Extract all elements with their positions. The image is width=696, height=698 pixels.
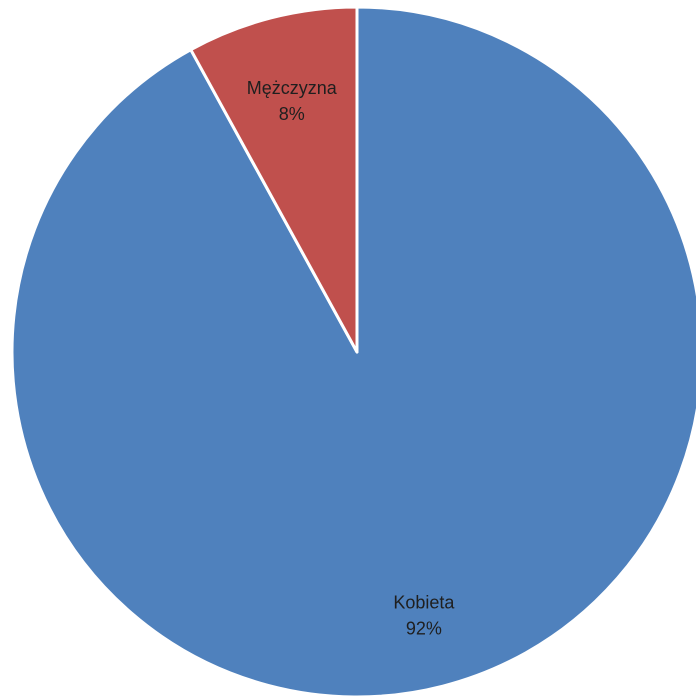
slice-label-kobieta: Kobieta — [393, 593, 455, 613]
slice-value-mezczyzna: 8% — [279, 104, 305, 124]
pie-labels: Kobieta 92% Mężczyzna 8% — [247, 78, 456, 639]
slice-label-mezczyzna: Mężczyzna — [247, 78, 338, 98]
pie-slices — [10, 5, 696, 698]
slice-value-kobieta: 92% — [406, 619, 442, 639]
pie-slice-kobieta — [10, 5, 696, 698]
pie-slice-mezczyzna — [189, 5, 359, 354]
